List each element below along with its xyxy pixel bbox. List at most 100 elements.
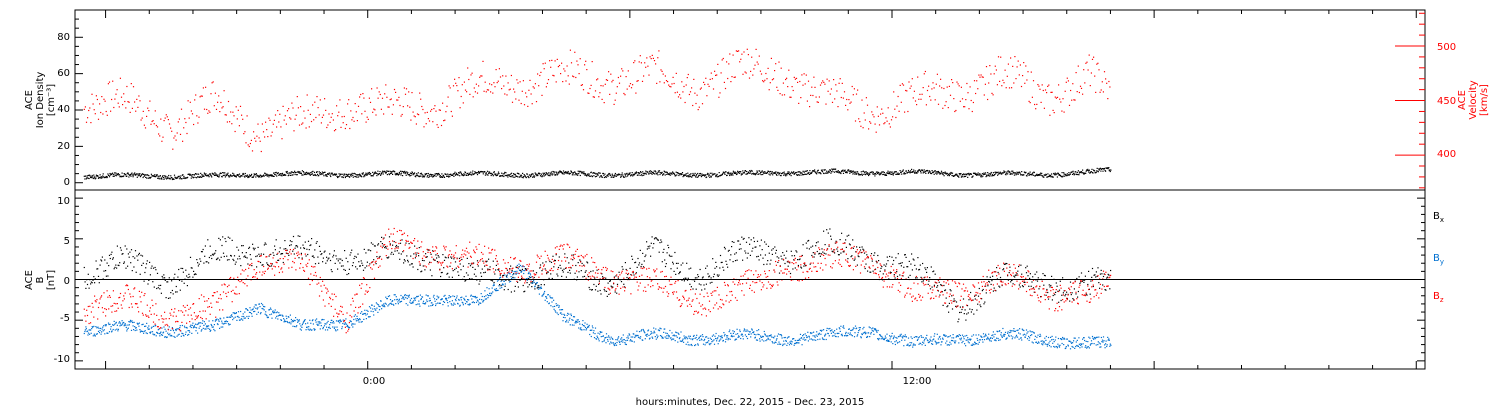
by-point — [548, 302, 550, 304]
velocity-point — [531, 103, 533, 105]
density-point — [718, 172, 720, 174]
density-point — [980, 174, 982, 176]
density-point — [1108, 170, 1110, 172]
density-point — [1069, 173, 1072, 175]
by-point — [1040, 335, 1042, 337]
velocity-point — [695, 102, 697, 105]
by-point — [130, 329, 133, 331]
by-point — [785, 339, 787, 342]
density-point — [356, 176, 358, 178]
by-point — [107, 322, 110, 324]
by-point — [470, 294, 472, 296]
by-point — [961, 334, 964, 336]
density-point — [322, 172, 324, 174]
density-point — [832, 171, 834, 173]
bx-point — [181, 280, 183, 282]
by-point — [1004, 333, 1006, 336]
density-point — [624, 173, 626, 175]
bx-point — [119, 247, 122, 249]
by-point — [95, 326, 97, 328]
by-point — [800, 337, 803, 339]
by-point — [769, 339, 771, 341]
by-point — [783, 337, 785, 339]
by-point — [1057, 337, 1059, 340]
velocity-point — [432, 121, 434, 123]
density-point — [370, 173, 372, 175]
velocity-point — [239, 105, 242, 107]
density-point — [875, 173, 877, 175]
density-point — [89, 175, 91, 177]
velocity-point — [704, 83, 706, 86]
velocity-point — [392, 104, 394, 106]
density-point — [672, 171, 674, 173]
by-point — [564, 314, 566, 316]
density-point — [971, 176, 974, 178]
by-point — [882, 337, 884, 339]
by-point — [834, 333, 836, 335]
velocity-point — [233, 115, 235, 117]
density-point — [763, 172, 765, 174]
by-point — [289, 321, 291, 323]
by-point — [946, 344, 948, 346]
by-point — [862, 328, 864, 330]
density-point — [1015, 174, 1017, 176]
by-point — [1043, 341, 1045, 343]
by-point — [326, 322, 328, 324]
density-point — [645, 173, 647, 175]
density-point — [911, 168, 913, 170]
velocity-point — [464, 89, 467, 91]
by-point — [254, 310, 256, 312]
density-point — [864, 174, 867, 176]
density-point — [306, 171, 308, 173]
velocity-point — [970, 99, 972, 102]
by-point — [694, 344, 696, 347]
density-point — [139, 173, 141, 175]
by-point — [662, 336, 664, 338]
by-point — [663, 331, 665, 333]
velocity-point — [499, 76, 502, 78]
bx-point — [138, 252, 140, 254]
velocity-point — [175, 139, 177, 141]
velocity-point — [292, 107, 294, 109]
by-point — [992, 331, 994, 333]
by-point — [508, 281, 511, 283]
velocity-point — [151, 120, 153, 123]
by-point — [332, 320, 334, 323]
by-point — [461, 296, 463, 298]
by-point — [123, 325, 125, 327]
by-point — [1076, 339, 1078, 341]
by-point — [451, 300, 453, 302]
by-point — [227, 323, 230, 325]
density-point — [808, 173, 810, 175]
density-point — [301, 170, 303, 172]
density-point — [1055, 174, 1057, 176]
by-point — [689, 335, 691, 337]
by-point — [149, 332, 151, 334]
density-point — [985, 176, 987, 178]
density-point — [478, 170, 480, 173]
by-point — [278, 312, 280, 314]
density-point — [897, 172, 899, 174]
by-point — [610, 336, 612, 338]
by-point — [723, 335, 726, 337]
density-point — [837, 171, 839, 173]
density-point — [943, 175, 945, 177]
by-point — [101, 331, 103, 333]
density-point — [503, 175, 505, 178]
by-point — [683, 335, 685, 337]
velocity-point — [331, 113, 333, 115]
density-point — [1031, 173, 1033, 175]
by-point — [250, 309, 252, 311]
by-point — [803, 337, 805, 339]
density-point — [279, 173, 281, 175]
velocity-point — [967, 92, 969, 94]
density-point — [135, 174, 137, 176]
by-point — [819, 338, 821, 340]
bx-point — [156, 272, 159, 274]
density-point — [1046, 176, 1048, 178]
by-point — [611, 342, 613, 344]
by-point — [859, 329, 861, 331]
by-point — [675, 335, 677, 337]
velocity-point — [1007, 63, 1009, 65]
by-point — [407, 304, 409, 306]
